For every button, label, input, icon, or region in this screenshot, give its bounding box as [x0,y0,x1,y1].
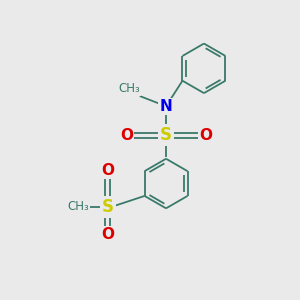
Text: S: S [102,198,114,216]
Text: N: N [160,99,172,114]
Text: O: O [101,163,114,178]
Text: O: O [120,128,133,143]
Text: CH₃: CH₃ [68,200,89,213]
Text: S: S [160,126,172,144]
Text: O: O [101,227,114,242]
Text: O: O [199,128,212,143]
Text: CH₃: CH₃ [119,82,140,95]
